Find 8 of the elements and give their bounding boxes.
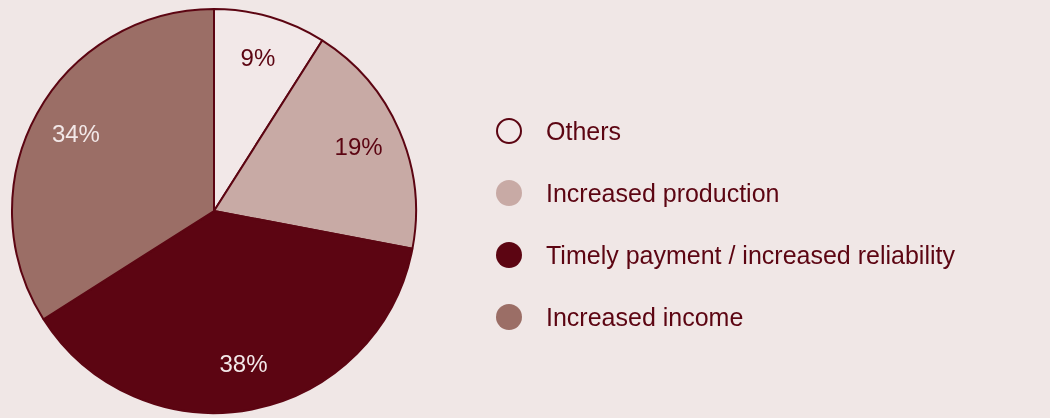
data-label: 34%	[51, 119, 100, 147]
data-label: 19%	[334, 133, 383, 161]
data-label: 9%	[240, 44, 276, 72]
legend-label: Increased production	[546, 178, 780, 208]
data-label: 38%	[219, 350, 268, 378]
legend-label: Increased income	[546, 302, 744, 332]
legend-label: Others	[546, 116, 622, 146]
legend-label: Timely payment / increased reliability	[546, 240, 955, 270]
